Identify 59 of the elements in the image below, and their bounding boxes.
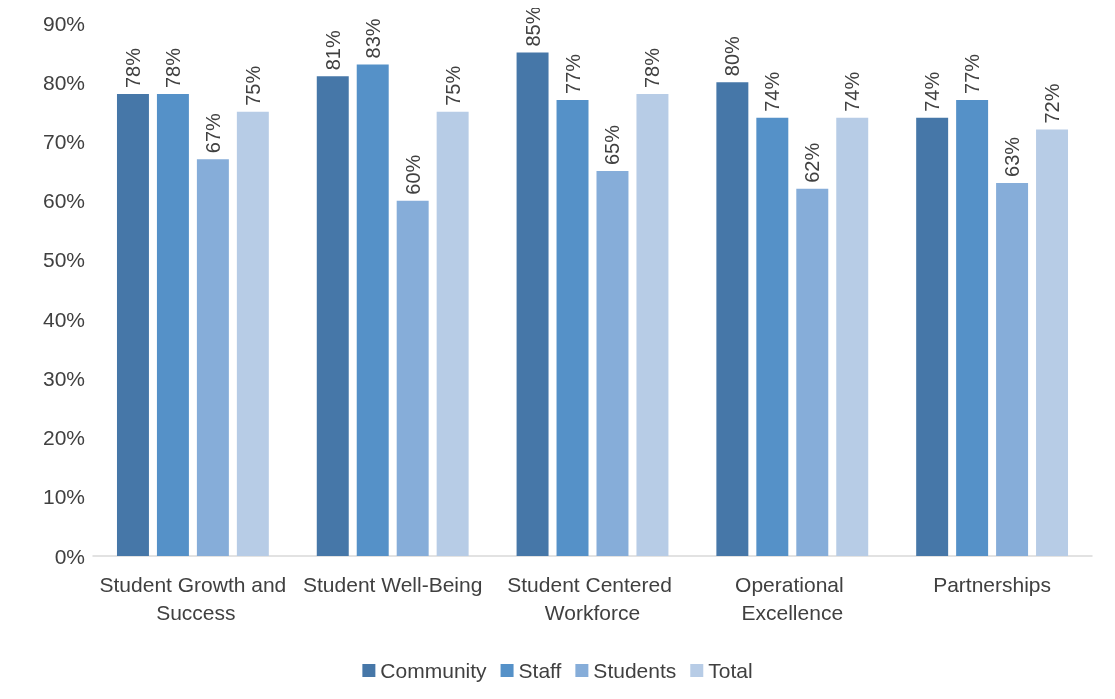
y-tick-label: 50% (42, 248, 85, 272)
y-tick-label: 70% (42, 129, 85, 153)
bar (596, 171, 629, 556)
bar (436, 111, 469, 556)
data-label: 74% (761, 71, 784, 112)
data-label: 75% (241, 65, 264, 106)
data-label: 62% (801, 142, 824, 183)
data-label: 65% (601, 124, 624, 166)
legend-label: Students (593, 659, 677, 682)
bar (356, 64, 389, 556)
data-label: 83% (361, 18, 384, 59)
bar (1036, 129, 1069, 556)
bar (556, 99, 589, 556)
y-tick-label: 0% (54, 544, 85, 568)
x-tick-label: Operational Excellence (735, 572, 850, 624)
bar (916, 117, 949, 556)
data-label: 67% (201, 112, 224, 154)
data-label: 72% (1041, 83, 1064, 124)
data-label: 78% (121, 47, 144, 89)
data-label: 78% (641, 47, 664, 89)
bar (516, 52, 549, 556)
bar (196, 159, 229, 556)
bar (236, 111, 269, 556)
y-tick-label: 10% (42, 485, 85, 509)
x-tick-label: Partnerships (933, 572, 1052, 596)
legend-label: Community (380, 659, 488, 682)
data-label: 75% (441, 65, 464, 106)
data-label: 80% (721, 35, 744, 77)
legend-label: Staff (518, 659, 562, 682)
data-label: 74% (841, 71, 864, 112)
bar (996, 182, 1029, 556)
y-tick-label: 30% (42, 366, 85, 390)
bar (716, 82, 749, 556)
data-label: 78% (161, 47, 184, 89)
bar (316, 76, 349, 556)
x-tick-label: Student Growth and Success (99, 572, 287, 624)
y-tick-label: 60% (42, 189, 85, 213)
y-tick-label: 40% (42, 307, 85, 331)
x-tick-label: Student Centered Workforce (507, 572, 678, 624)
bar (796, 188, 829, 556)
bar (116, 94, 149, 556)
data-label: 60% (401, 154, 424, 195)
y-tick-label: 80% (42, 70, 85, 94)
bar (836, 117, 869, 556)
legend-label: Total (708, 659, 753, 682)
data-label: 85% (521, 6, 544, 47)
bar (636, 94, 669, 556)
bar (156, 94, 189, 556)
data-label: 74% (921, 71, 944, 112)
data-label: 81% (321, 30, 344, 71)
y-tick-label: 90% (42, 11, 85, 35)
y-tick-label: 20% (42, 426, 85, 450)
bar (396, 200, 429, 556)
data-label: 63% (1001, 136, 1024, 177)
x-tick-label: Student Well-Being (303, 572, 483, 596)
data-label: 77% (561, 53, 584, 94)
bar (756, 117, 789, 556)
data-label: 77% (961, 53, 984, 94)
bar (956, 99, 989, 556)
